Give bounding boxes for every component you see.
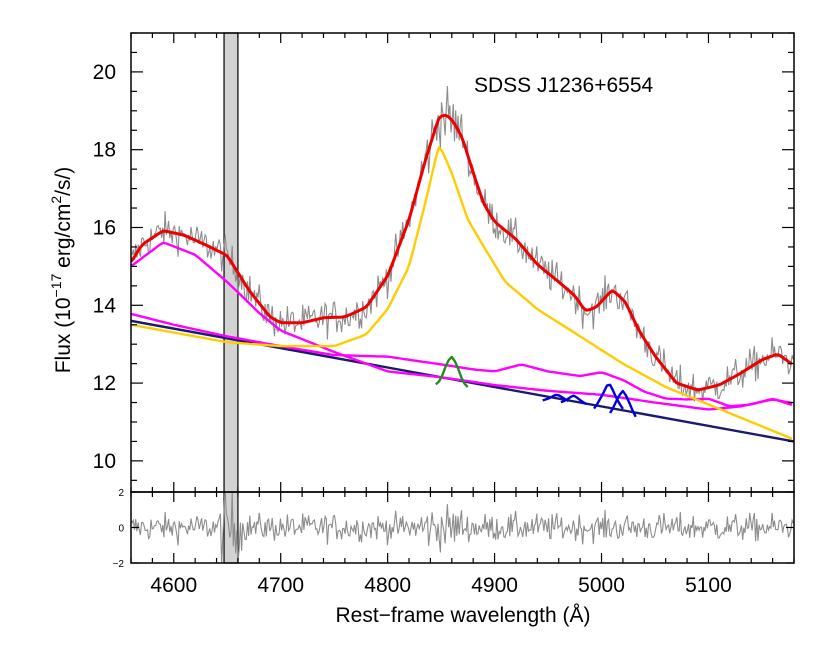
resid-y-tick-label: 2 — [118, 488, 124, 499]
masked-region-band — [223, 32, 239, 564]
residual-spectrum-line — [131, 492, 794, 563]
axis-ticks-group: 4600 4700 4800 4900 5000 5100 10 12 14 16 18 20 −2 0 2 — [93, 32, 795, 597]
series-o-iii-5007 — [609, 389, 637, 418]
resid-y-tick-label: −2 — [113, 559, 125, 570]
series-broad-h — [131, 146, 793, 440]
residuals-group — [131, 492, 794, 563]
x-tick-label: 5000 — [578, 574, 625, 597]
series-fe-ii-emission — [131, 312, 793, 408]
series-he-i-4922 — [542, 393, 569, 402]
y-axis-title-exp2: 2 — [48, 196, 64, 204]
y-tick-label: 12 — [93, 372, 116, 395]
y-axis-title-mid: erg/cm — [52, 204, 75, 274]
series-he-i-5016 — [560, 394, 588, 406]
x-tick-label: 4900 — [471, 574, 518, 597]
masked-region-group — [223, 32, 239, 564]
y-axis-title-pre: Flux (10 — [52, 297, 75, 373]
model-components-group — [131, 113, 794, 443]
x-tick-label: 4800 — [364, 574, 411, 597]
y-tick-label: 14 — [93, 294, 117, 317]
y-axis-title: Flux (10−17 erg/cm2/s/) — [48, 167, 75, 374]
x-tick-label: 4600 — [150, 574, 197, 597]
chart-title: SDSS J1236+6554 — [474, 74, 654, 97]
y-tick-label: 16 — [93, 216, 116, 239]
y-tick-label: 18 — [93, 139, 116, 162]
x-axis-title: Rest−frame wavelength (Å) — [335, 604, 590, 627]
series-narrow-h — [434, 355, 469, 388]
y-axis-title-exp1: −17 — [48, 273, 64, 297]
resid-y-tick-label: 0 — [118, 524, 124, 535]
x-tick-label: 4700 — [257, 574, 304, 597]
y-tick-label: 20 — [93, 61, 116, 84]
series-total-model — [131, 113, 793, 392]
y-axis-title-post: /s/) — [52, 167, 75, 196]
series-o-iii-4959 — [593, 383, 624, 410]
x-tick-label: 5100 — [685, 574, 732, 597]
y-tick-label: 10 — [93, 450, 116, 473]
